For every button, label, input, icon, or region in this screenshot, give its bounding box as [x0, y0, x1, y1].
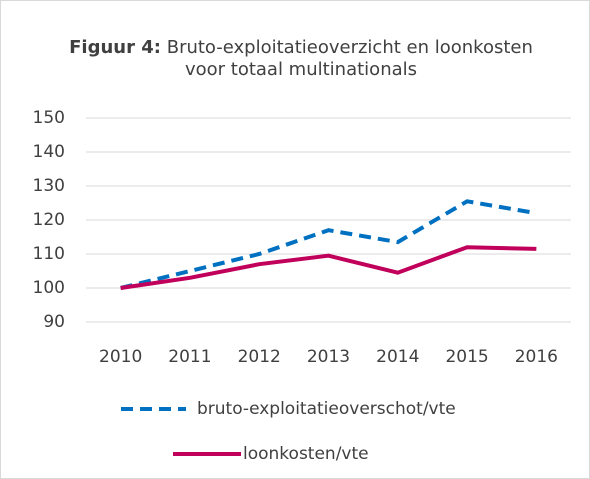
title-text: Bruto-exploitatieoverzicht en loonkosten…: [166, 37, 533, 80]
legend-label: loonkosten/vte: [243, 444, 369, 464]
x-tick-label: 2011: [168, 347, 211, 367]
y-tick-label: 130: [33, 176, 65, 196]
data-line: [120, 199, 537, 290]
chart-title: Figuur 4: Bruto-exploitatieoverzicht en …: [61, 37, 541, 81]
legend-label: bruto-exploitatieoverschot/vte: [197, 399, 456, 419]
x-tick-label: 2015: [445, 347, 488, 367]
y-tick-label: 120: [33, 210, 65, 230]
x-tick-label: 2013: [307, 347, 350, 367]
y-tick-label: 150: [33, 108, 65, 128]
x-tick-label: 2010: [99, 347, 142, 367]
x-tick-label: 2014: [376, 347, 419, 367]
y-tick-label: 140: [33, 142, 65, 162]
x-tick-label: 2012: [238, 347, 281, 367]
y-tick-label: 90: [43, 312, 65, 332]
x-tick-label: 2016: [515, 347, 558, 367]
title-label: Figuur 4:: [69, 37, 161, 58]
y-tick-label: 100: [33, 278, 65, 298]
data-line: [120, 245, 537, 290]
y-tick-label: 110: [33, 244, 65, 264]
